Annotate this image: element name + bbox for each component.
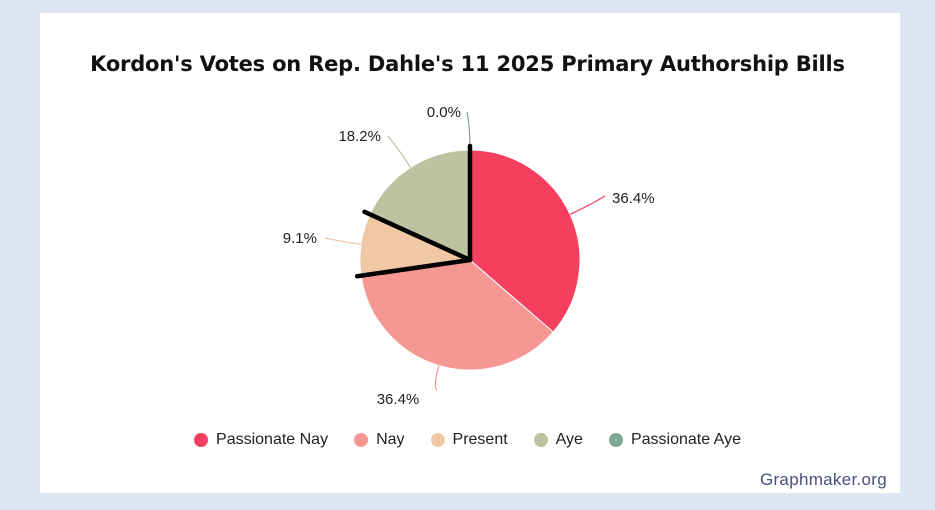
legend-label-aye: Aye [555, 431, 583, 448]
pie-slice-aye[interactable] [369, 149, 471, 261]
leader-line-present [324, 237, 362, 245]
pie-slice-passionate-nay[interactable] [469, 149, 581, 333]
divider-stroke-2 [362, 209, 473, 263]
legend-item-nay[interactable]: Nay [354, 431, 405, 449]
watermark: Graphmaker.org [759, 470, 887, 489]
chart-legend: Passionate Nay Nay Present Aye Passionate Ay… [0, 431, 935, 449]
legend-swatch-passionate-aye [608, 433, 623, 447]
data-label-passionate-aye: 0.0% [427, 104, 461, 121]
legend-swatch-passionate-nay [194, 433, 209, 447]
legend-item-aye[interactable]: Aye [533, 431, 583, 449]
legend-label-present: Present [452, 431, 508, 448]
leader-line-passionate-nay [569, 195, 606, 215]
legend-item-present[interactable]: Present [430, 431, 508, 449]
legend-item-passionate-nay[interactable]: Passionate Nay [194, 431, 328, 449]
legend-label-passionate-aye: Passionate Aye [630, 431, 741, 448]
legend-swatch-aye [533, 433, 548, 447]
pie-slice-nay[interactable] [360, 259, 554, 371]
legend-item-passionate-aye[interactable]: Passionate Aye [608, 431, 741, 449]
legend-swatch-present [430, 433, 445, 447]
legend-swatch-nay [354, 433, 369, 447]
data-label-aye: 18.2% [338, 128, 381, 145]
data-label-nay: 36.4% [377, 391, 420, 408]
legend-label-nay: Nay [376, 431, 405, 448]
data-label-passionate-nay: 36.4% [612, 190, 655, 207]
leader-line-aye [387, 135, 412, 168]
divider-stroke-3 [354, 257, 473, 279]
leader-line-nay [434, 365, 440, 391]
legend-label-passionate-nay: Passionate Nay [216, 431, 329, 448]
chart-title: Kordon's Votes on Rep. Dahle's 11 2025 P… [90, 52, 845, 76]
data-label-present: 9.1% [283, 230, 317, 247]
